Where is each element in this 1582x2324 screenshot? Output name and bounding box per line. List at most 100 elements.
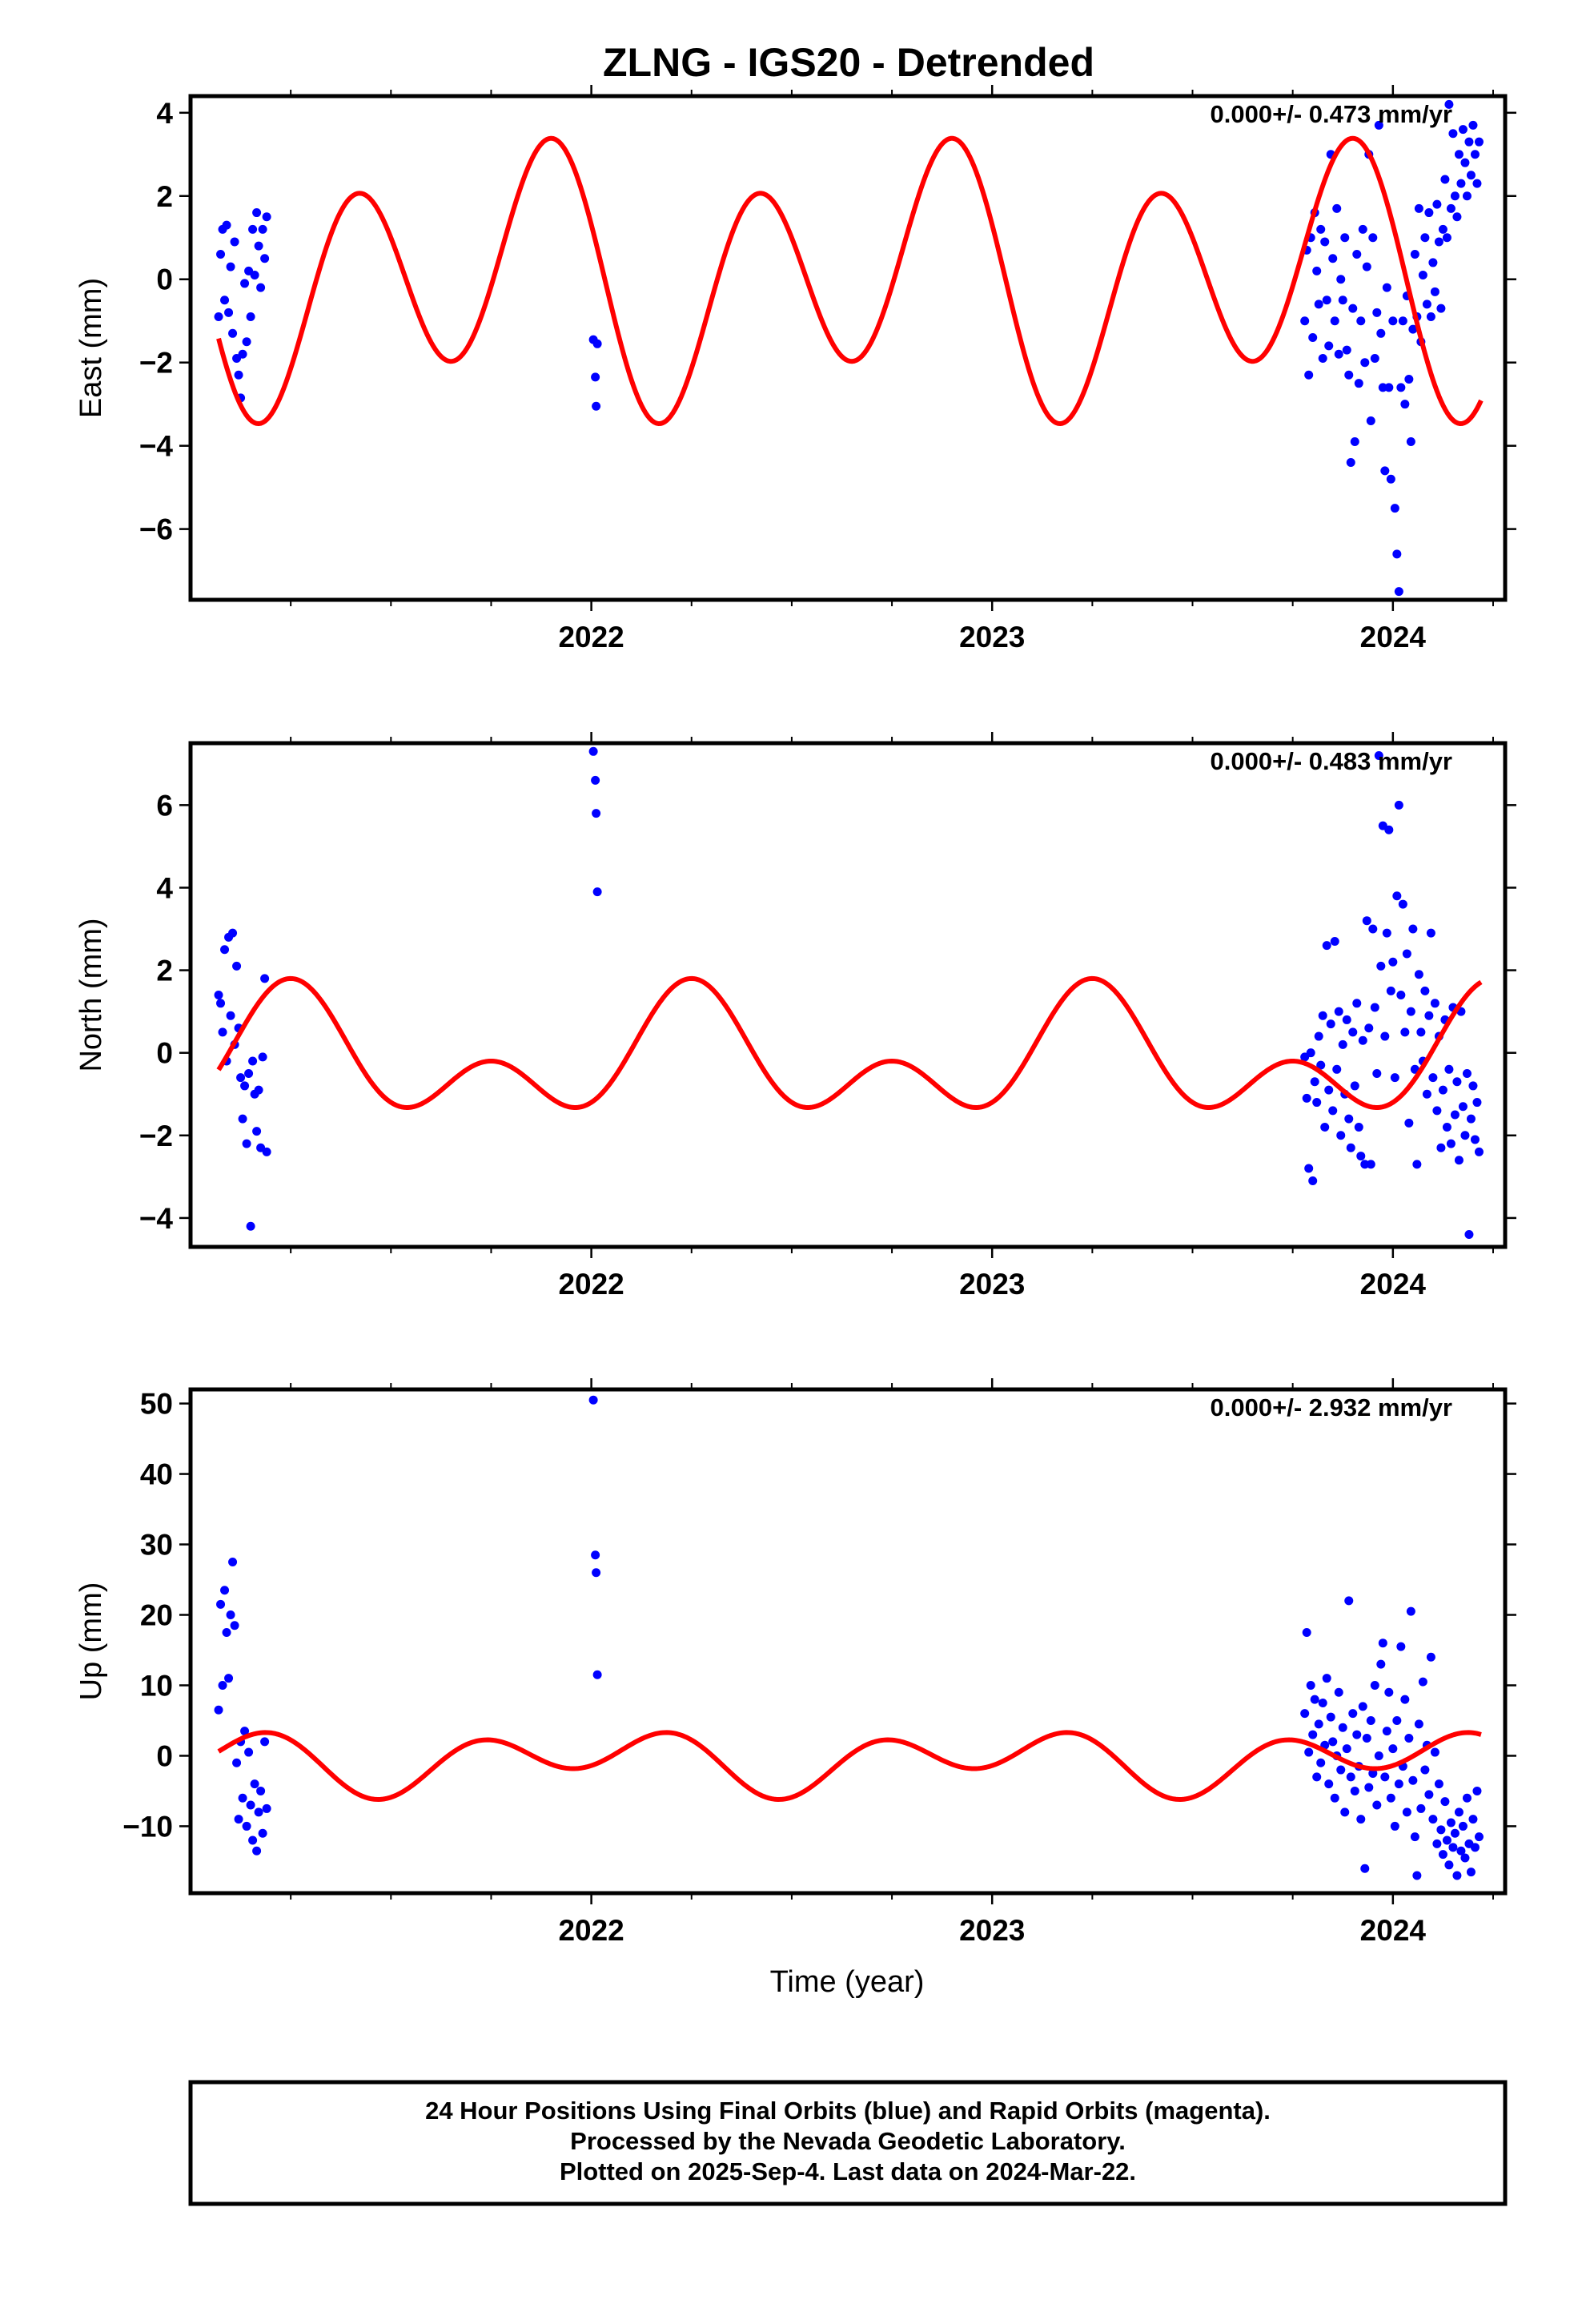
east-y-tick-label: 2	[156, 180, 173, 213]
north-data-point	[240, 1081, 250, 1091]
north-data-point	[218, 1027, 227, 1037]
up-data-point	[244, 1747, 254, 1757]
up-data-point	[234, 1815, 243, 1824]
up-data-point	[1348, 1709, 1358, 1719]
east-data-point	[1436, 304, 1446, 313]
east-y-tick-label: 4	[156, 97, 173, 130]
east-data-point	[1370, 353, 1379, 363]
north-data-point	[1454, 1156, 1464, 1165]
up-points	[214, 1395, 1484, 1880]
up-data-point	[1412, 1871, 1422, 1880]
up-data-point	[1364, 1783, 1374, 1792]
north-data-point	[1388, 957, 1398, 967]
north-data-point	[1380, 1031, 1390, 1041]
east-x-tick-label: 2024	[1360, 621, 1427, 653]
east-data-point	[1350, 436, 1359, 446]
east-data-point	[1346, 457, 1355, 467]
north-data-point	[1400, 1027, 1410, 1037]
east-data-point	[1320, 237, 1330, 247]
north-data-point	[1414, 970, 1423, 979]
up-data-point	[592, 1568, 601, 1578]
up-data-point	[1402, 1807, 1411, 1817]
north-data-point	[232, 961, 242, 971]
north-data-point	[1392, 891, 1402, 901]
north-data-point	[1332, 1064, 1342, 1074]
up-data-point	[1400, 1695, 1410, 1704]
north-data-point	[1350, 1081, 1359, 1091]
east-data-point	[1340, 233, 1350, 243]
east-data-point	[256, 283, 266, 292]
up-data-point	[1440, 1797, 1450, 1807]
north-data-point	[1420, 986, 1430, 995]
north-data-point	[1322, 941, 1331, 951]
north-points	[214, 746, 1484, 1240]
north-y-tick-label: 2	[156, 955, 173, 987]
up-data-point	[1382, 1727, 1391, 1736]
north-data-point	[1446, 1139, 1456, 1148]
up-data-point	[1454, 1807, 1464, 1817]
east-data-point	[246, 312, 255, 322]
east-data-point	[222, 220, 231, 230]
up-data-point	[1334, 1687, 1343, 1697]
north-data-point	[1416, 1027, 1426, 1037]
up-data-point	[1462, 1793, 1472, 1803]
east-data-point	[1392, 549, 1402, 559]
north-data-point	[1436, 1143, 1446, 1152]
east-x-tick-label: 2022	[558, 621, 624, 653]
up-data-point	[1330, 1793, 1339, 1803]
east-frame	[188, 94, 1508, 602]
up-data-point	[1448, 1843, 1458, 1852]
north-data-point	[252, 1127, 262, 1136]
up-data-point	[222, 1628, 231, 1638]
up-data-point	[260, 1737, 270, 1747]
north-x-tick-label: 2024	[1360, 1268, 1427, 1301]
up-data-point	[1442, 1835, 1452, 1845]
north-data-point	[1402, 949, 1411, 959]
east-data-point	[1454, 150, 1464, 159]
east-data-point	[1452, 212, 1462, 222]
up-data-point	[1326, 1712, 1335, 1722]
up-data-point	[1424, 1790, 1434, 1799]
up-data-point	[1342, 1744, 1351, 1754]
east-data-point	[1380, 466, 1390, 476]
east-data-point	[214, 312, 223, 322]
east-data-point	[592, 339, 602, 348]
up-data-point	[1466, 1868, 1476, 1877]
east-data-point	[1362, 262, 1371, 271]
east-data-point	[250, 271, 259, 280]
north-data-point	[1352, 999, 1362, 1008]
north-data-point	[1354, 1122, 1363, 1132]
up-data-point	[1420, 1765, 1430, 1775]
north-data-point	[1372, 1068, 1382, 1078]
east-data-point	[1466, 171, 1476, 180]
east-data-point	[1462, 191, 1472, 201]
east-y-tick-label: −4	[139, 430, 174, 463]
east-data-point	[1318, 353, 1327, 363]
footer-line-2: Processed by the Nevada Geodetic Laborat…	[570, 2127, 1126, 2155]
up-data-point	[1426, 1652, 1435, 1662]
east-data-point	[1396, 383, 1406, 392]
east-data-point	[1330, 316, 1339, 326]
north-y-tick-label: −4	[139, 1202, 174, 1235]
north-data-point	[226, 1011, 235, 1020]
east-data-point	[1460, 158, 1470, 167]
up-data-point	[1404, 1733, 1414, 1743]
east-data-point	[1468, 120, 1478, 130]
up-data-point	[1336, 1765, 1346, 1775]
east-data-point	[1328, 254, 1338, 263]
north-data-point	[592, 809, 601, 818]
up-data-point	[588, 1395, 598, 1405]
north-data-point	[1318, 1011, 1327, 1020]
up-x-tick-label: 2023	[959, 1914, 1025, 1947]
north-data-point	[1376, 961, 1386, 971]
east-data-point	[1456, 179, 1466, 188]
north-data-point	[1472, 1098, 1482, 1108]
up-data-point	[216, 1599, 226, 1609]
north-data-point	[1384, 825, 1394, 834]
up-data-point	[1468, 1815, 1478, 1824]
east-data-point	[220, 296, 230, 305]
east-data-point	[1308, 333, 1318, 343]
north-data-point	[228, 928, 238, 938]
up-data-point	[1324, 1779, 1334, 1789]
north-data-point	[1438, 1085, 1447, 1095]
